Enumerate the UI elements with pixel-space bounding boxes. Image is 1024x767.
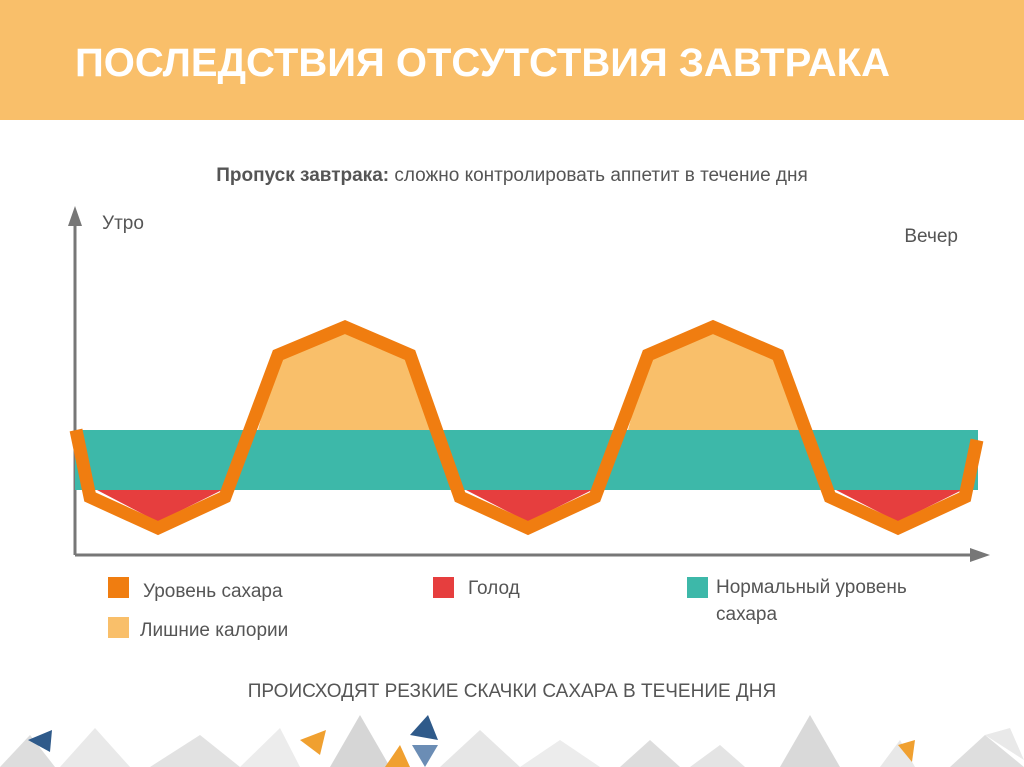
legend-label: Нормальный уровень [716, 577, 907, 598]
calorie-area [628, 327, 800, 430]
hunger-area [836, 490, 962, 522]
y-arrow [68, 206, 82, 226]
legend-label: Лишние калории [140, 620, 288, 641]
normal-band [75, 430, 978, 490]
x-arrow [970, 548, 990, 562]
legend-label: Уровень сахара [143, 581, 283, 602]
subtitle-bold: Пропуск завтрака: [216, 165, 389, 186]
sugar-line [69, 319, 984, 536]
title: ПОСЛЕДСТВИЯ ОТСУТСТВИЯ ЗАВТРАКА [75, 41, 890, 85]
footer: ПРОИСХОДЯТ РЕЗКИЕ СКАЧКИ САХАРА В ТЕЧЕНИ… [248, 681, 776, 702]
legend-swatch [433, 577, 454, 598]
hunger-area [97, 490, 222, 522]
hunger-area [466, 490, 592, 522]
subtitle-rest: сложно контролировать аппетит в течение … [389, 165, 808, 186]
calorie-area [258, 327, 432, 430]
legend-label: Голод [468, 578, 520, 599]
legend-swatch [687, 577, 708, 598]
legend-swatch [108, 577, 129, 598]
decor [0, 715, 1024, 767]
legend-swatch [108, 617, 129, 638]
header-band [0, 0, 1024, 120]
subtitle: Пропуск завтрака: сложно контролировать … [216, 165, 808, 186]
axis-start: Утро [102, 213, 144, 234]
legend-label: сахара [716, 604, 777, 625]
axis-end: Вечер [904, 226, 958, 247]
